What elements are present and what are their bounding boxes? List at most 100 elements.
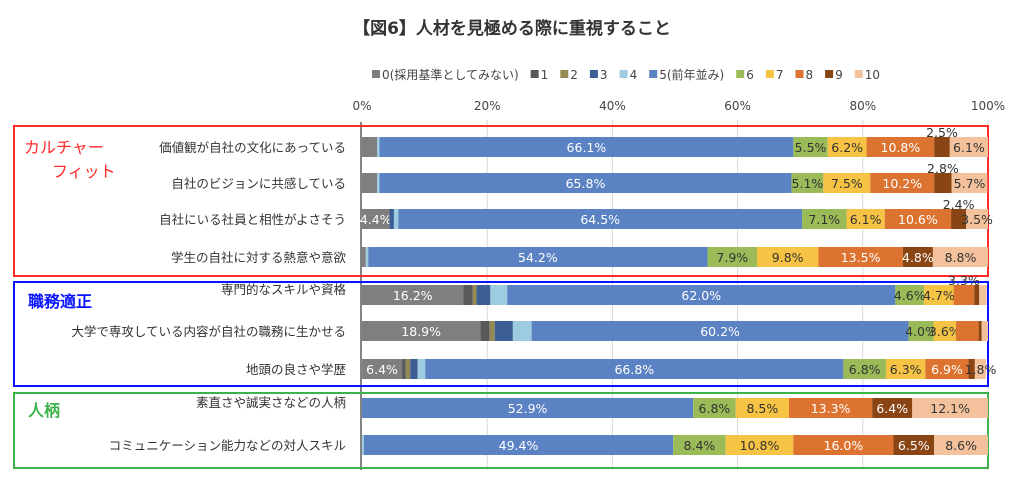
data-label: 18.9% [401,324,441,339]
bar-segment [902,247,933,267]
data-label: 4.0% [905,324,937,339]
bar-segment [793,435,894,455]
x-tick-label: 100% [971,99,1005,113]
x-tick-label: 20% [474,99,501,113]
bar-segment [417,359,426,379]
data-label: 6.9% [931,362,963,377]
data-label: 2.8% [927,161,959,176]
bar-segment [981,321,988,341]
data-label: 5.7% [954,176,986,191]
category-label: 価値観が自社の文化にあっている [159,140,346,155]
data-label: 3.6% [929,324,961,339]
legend-label: 2 [570,68,578,82]
bar-segment [725,435,794,455]
bar-segment [362,359,403,379]
data-label: 1.8% [965,362,997,377]
bar-segment [363,435,674,455]
data-label: 16.0% [824,438,864,453]
legend-swatch [795,70,804,78]
bar-segment [872,398,913,418]
data-label: 64.5% [580,212,620,227]
data-label: 52.9% [508,401,548,416]
data-label: 10.6% [898,212,938,227]
legend-swatch [372,70,380,78]
bar-segment [793,137,828,157]
category-label: 自社のビジョンに共感している [171,176,346,191]
bar-segment [425,359,844,379]
category-label: 専門的なスキルや資格 [221,282,347,297]
bar-segment [735,398,789,418]
data-label: 13.3% [811,401,851,416]
group-box [13,125,989,277]
bar-segment [934,137,950,157]
bar-segment [494,321,513,341]
data-label: 7.9% [716,250,748,265]
bar-segment [365,247,369,267]
bar-segment [379,137,794,157]
bar-segment [490,285,508,305]
bar-segment [507,285,896,305]
bar-segment [966,209,988,229]
bar-segment [673,435,726,455]
group-label: フィット [52,162,116,181]
legend-label: 7 [776,68,784,82]
bar-segment [974,285,980,305]
category-label: コミュニケーション能力などの対人スキル [109,438,346,453]
data-label: 6.5% [898,438,930,453]
bar-segment [402,359,406,379]
bar-segment [480,321,490,341]
data-label: 4.8% [902,250,934,265]
bar-segment [377,173,380,193]
data-label: 10.2% [882,176,922,191]
legend-label: 9 [835,68,843,82]
bar-segment [362,321,481,341]
legend-swatch [736,70,745,78]
data-label: 7.1% [808,212,840,227]
bar-segment [531,321,909,341]
data-label: 8.6% [945,438,977,453]
data-label: 6.4% [366,362,398,377]
legend-swatch [825,70,834,78]
data-label: 65.8% [566,176,606,191]
bar-segment [843,359,886,379]
legend-swatch [765,70,774,78]
legend-label: 0(採用基準としてみない) [382,67,519,82]
legend-label: 8 [805,68,813,82]
data-label: 66.1% [567,140,607,155]
bar-segment [932,247,988,267]
bar-segment [893,435,935,455]
bar-segment [393,209,399,229]
bar-segment [870,173,935,193]
bar-segment [362,137,378,157]
x-tick-label: 80% [849,99,876,113]
data-label: 6.8% [699,401,731,416]
legend-swatch [530,70,539,78]
x-tick-label: 40% [599,99,626,113]
group-label: カルチャー [24,138,104,157]
data-label: 6.1% [953,140,985,155]
category-label: 地頭の良さや学歴 [246,362,346,377]
data-label: 2.4% [943,197,975,212]
bar-segment [362,247,366,267]
data-label: 3.5% [961,212,993,227]
legend-label: 3 [600,68,608,82]
group-label: 人柄 [28,401,60,420]
bar-segment [924,285,954,305]
bar-segment [693,398,736,418]
bar-segment [827,137,867,157]
bar-segment [912,398,988,418]
bar-segment [933,321,957,341]
bar-segment [362,173,378,193]
category-label: 大学で専攻している内容が自社の職務に生かせる [71,324,346,339]
bar-segment [362,398,694,418]
legend-swatch [619,70,628,78]
bar-segment [895,285,925,305]
bar-segment [512,321,532,341]
legend-label: 1 [541,68,549,82]
data-label: 6.3% [890,362,922,377]
legend-swatch [560,70,569,78]
category-label: 自社にいる社員と相性がよさそう [159,212,346,227]
bar-segment [934,435,988,455]
bar-segment [379,173,792,193]
